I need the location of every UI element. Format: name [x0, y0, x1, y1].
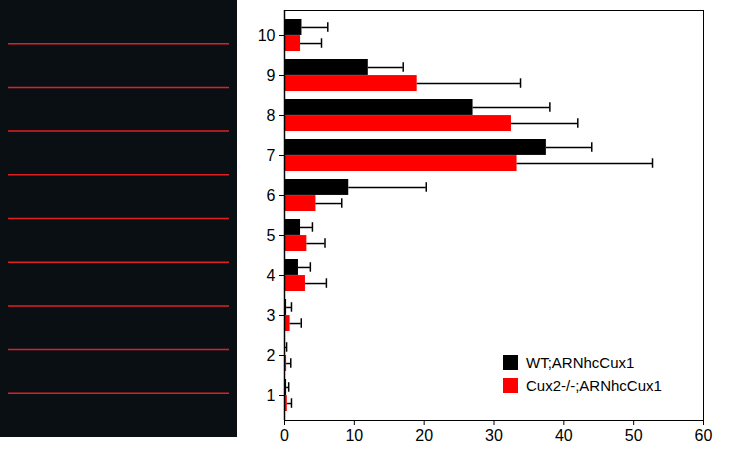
svg-text:10: 10 — [345, 427, 363, 444]
svg-text:30: 30 — [485, 427, 503, 444]
svg-text:1: 1 — [267, 387, 276, 404]
svg-text:8: 8 — [267, 107, 276, 124]
svg-text:60: 60 — [695, 427, 713, 444]
svg-text:10: 10 — [258, 27, 276, 44]
svg-text:40: 40 — [555, 427, 573, 444]
svg-text:6: 6 — [267, 187, 276, 204]
svg-text:4: 4 — [267, 267, 276, 284]
svg-text:9: 9 — [267, 67, 276, 84]
svg-text:20: 20 — [415, 427, 433, 444]
svg-text:2: 2 — [267, 347, 276, 364]
svg-text:3: 3 — [267, 307, 276, 324]
html-text:WT;ARNhcCux1: WT;ARNhcCux1 — [526, 354, 635, 371]
svg-text:7: 7 — [267, 147, 276, 164]
svg-text:0: 0 — [280, 427, 289, 444]
html-text:Cux2-/-;ARNhcCux1: Cux2-/-;ARNhcCux1 — [526, 377, 662, 394]
svg-text:50: 50 — [625, 427, 643, 444]
svg-text:5: 5 — [267, 227, 276, 244]
